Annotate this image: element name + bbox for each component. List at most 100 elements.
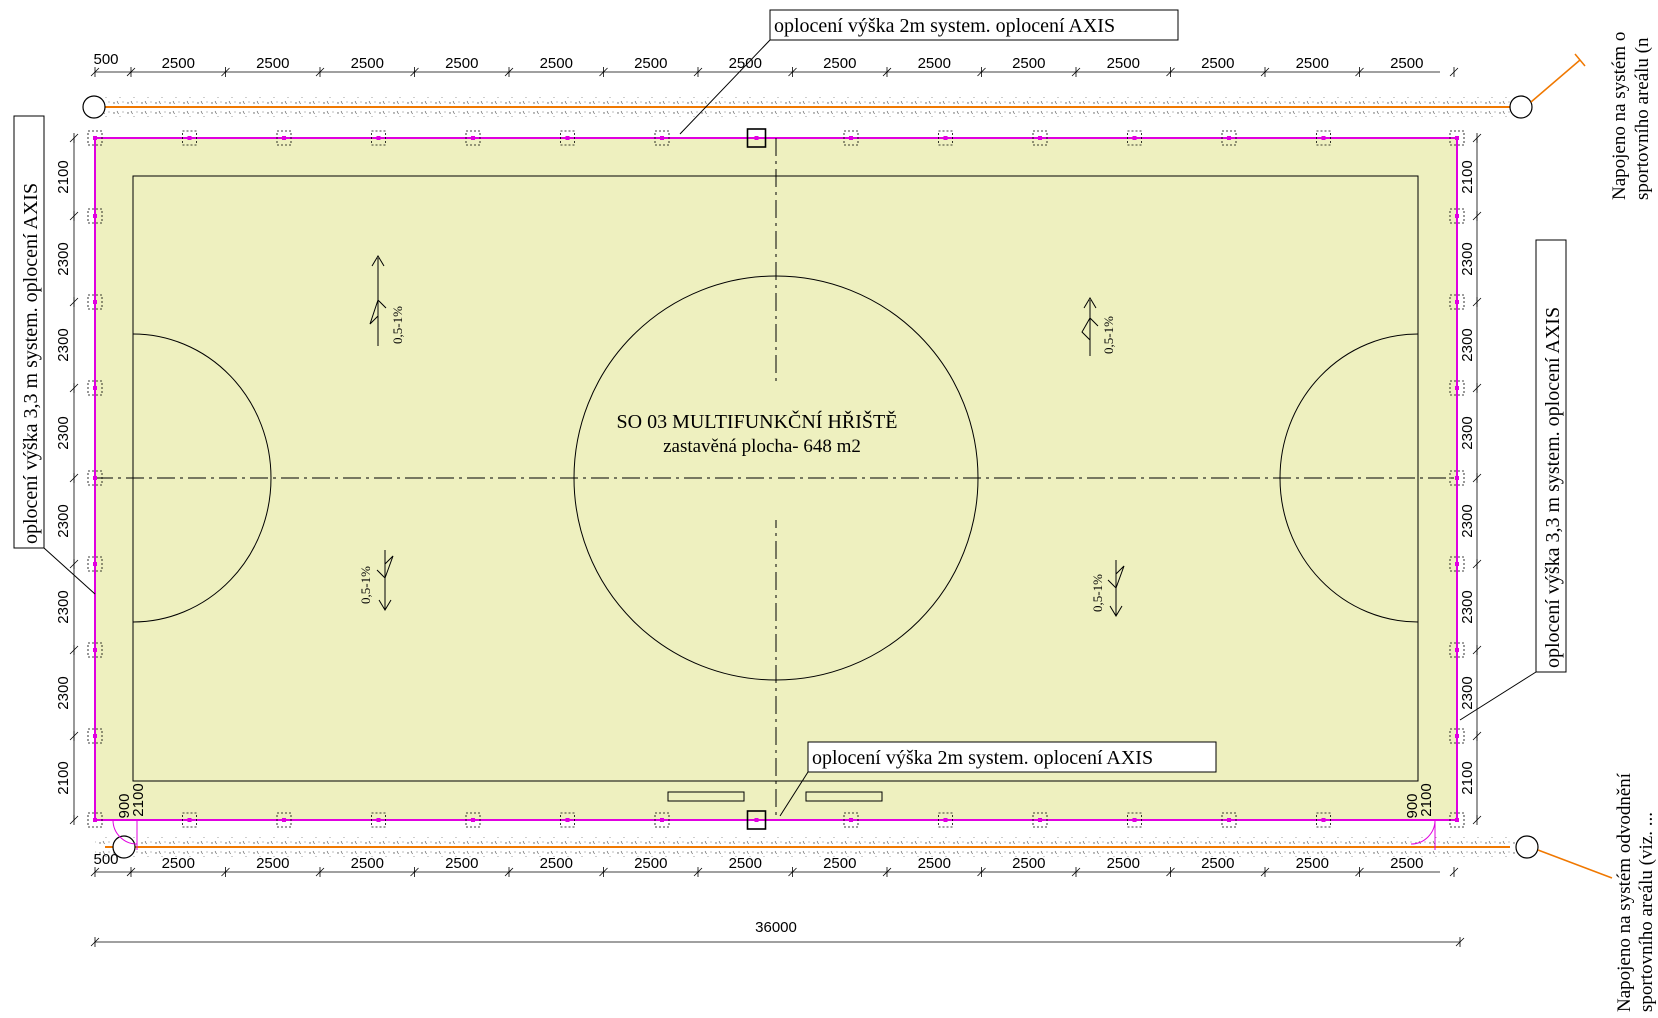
fence-post-core (1455, 136, 1459, 140)
fence-post (182, 130, 197, 146)
dimension-right-segment: 2300 (1459, 242, 1476, 275)
fence-post-core (943, 818, 948, 822)
dimension-top-segment: 2500 (918, 55, 951, 72)
dimension-bottom-segment: 2500 (918, 855, 951, 872)
dimension-lines (69, 67, 1482, 947)
fence-post-core (376, 818, 381, 822)
fence-post (560, 130, 575, 146)
drain-bottom-line2: sportovního areálu (viz. ... (1636, 812, 1657, 1012)
dimension-left-segment: 2300 (55, 676, 72, 709)
drain-top-line2: sportovního areálu (n (1632, 37, 1653, 200)
fence-post-core (1321, 136, 1326, 140)
fence-post-core (1455, 386, 1459, 390)
fence-post-core (1038, 818, 1042, 822)
dimension-top-segment: 2500 (1390, 55, 1423, 72)
fence-post (87, 470, 103, 486)
drain-bottom (105, 835, 1613, 879)
dimension-top-segment: 2500 (256, 55, 289, 72)
gate-left-dim-a: 900 (116, 793, 133, 818)
fence-post (87, 380, 103, 396)
fence-post (1127, 130, 1142, 146)
dimension-bottom-segment: 2500 (256, 855, 289, 872)
dimension-top-first: 500 (93, 51, 118, 68)
dimension-top-segment: 2500 (1107, 55, 1140, 72)
fence-post-core (1227, 818, 1231, 822)
left-goal-area (132, 333, 272, 623)
fence-post (1127, 812, 1142, 828)
fence-post (843, 812, 859, 828)
fence-post-core (93, 734, 97, 738)
slope-label-tr: 0,5-1% (1101, 316, 1116, 354)
slope-labels: 0,5-1% 0,5-1% 0,5-1% 0,5-1% (358, 306, 1116, 612)
fence-post-core (187, 818, 192, 822)
fence-post-core (754, 136, 759, 140)
drain-top-line1: Napojeno na systém o (1609, 32, 1630, 200)
fence-post-core (1132, 818, 1137, 822)
dimension-top-segment: 2500 (729, 55, 762, 72)
fence-post (1449, 642, 1465, 658)
fence-post-core (1455, 476, 1459, 480)
dimension-top-segment: 2500 (1296, 55, 1329, 72)
dimension-bottom-segment: 2500 (823, 855, 856, 872)
fence-posts (87, 128, 1465, 830)
gate-right-dim-b: 2100 (1418, 783, 1435, 816)
fence-post-core (660, 818, 664, 822)
fence-post (87, 208, 103, 224)
fence-post (87, 642, 103, 658)
dimension-total-length: 36000 (755, 919, 797, 936)
fence-post (1221, 130, 1237, 146)
dimension-top-segment: 2500 (351, 55, 384, 72)
callout-fence-top: oplocení výška 2m system. oplocení AXIS (679, 9, 1179, 135)
fence-post (1449, 380, 1465, 396)
dimension-right-segment: 2300 (1459, 328, 1476, 361)
drain-bottom-line1: Napojeno na systém odvodnění (1614, 772, 1635, 1012)
drain-note-bottom: Napojeno na systém odvodnění sportovního… (1614, 772, 1657, 1012)
fence-post-core (93, 386, 97, 390)
fence-right-label: oplocení výška 3,3 m system. oplocení AX… (1542, 307, 1564, 668)
bench-left (667, 791, 745, 802)
fence-post (654, 812, 670, 828)
fence-post-core (1455, 648, 1459, 652)
dimension-left-segment: 2300 (55, 504, 72, 537)
fence-post (465, 130, 481, 146)
fence-post-core (1321, 818, 1326, 822)
fence-post (1449, 556, 1465, 572)
fence-post (746, 810, 767, 830)
fence-post-core (187, 136, 192, 140)
fence-post (87, 728, 103, 744)
slope-label-br: 0,5-1% (1090, 574, 1105, 612)
dimension-bottom-first: 500 (93, 851, 118, 868)
drain-note-top: Napojeno na systém o sportovního areálu … (1609, 32, 1653, 200)
fence-post-core (282, 136, 286, 140)
fence-post (1449, 208, 1465, 224)
dimension-bottom-segment: 2500 (634, 855, 667, 872)
dimension-right-segment: 2300 (1459, 590, 1476, 623)
fence-post (87, 294, 103, 310)
fence-post-core (1455, 214, 1459, 218)
dimension-top-segment: 2500 (1201, 55, 1234, 72)
fence-post-core (1455, 818, 1459, 822)
dimension-labels: 500 2500 2500 2500 2500 2500 2500 2500 2500 2500 2… (55, 51, 1476, 936)
fence-post-core (376, 136, 381, 140)
fence-post-core (282, 818, 286, 822)
dimension-bottom-segment: 2500 (729, 855, 762, 872)
fence-post-core (565, 136, 570, 140)
fence-post-core (93, 818, 97, 822)
fence-post (371, 812, 386, 828)
fence-post-core (1132, 136, 1137, 140)
fence-post (371, 130, 386, 146)
dimension-left-segment: 2300 (55, 242, 72, 275)
dimension-top-segment: 2500 (1012, 55, 1045, 72)
fence-post (465, 812, 481, 828)
fence-post-core (93, 476, 97, 480)
fence-post (276, 812, 292, 828)
fence-post (1449, 812, 1465, 828)
gate-left-dim-b: 2100 (130, 783, 147, 816)
fence-post-core (1455, 734, 1459, 738)
dimension-left-segment: 2300 (55, 416, 72, 449)
title-line-1: SO 03 MULTIFUNKČNÍ HŘIŠTĚ (617, 409, 898, 433)
dimension-bottom-segment: 2500 (445, 855, 478, 872)
slope-label-tl: 0,5-1% (390, 306, 405, 344)
fence-post (1449, 470, 1465, 486)
